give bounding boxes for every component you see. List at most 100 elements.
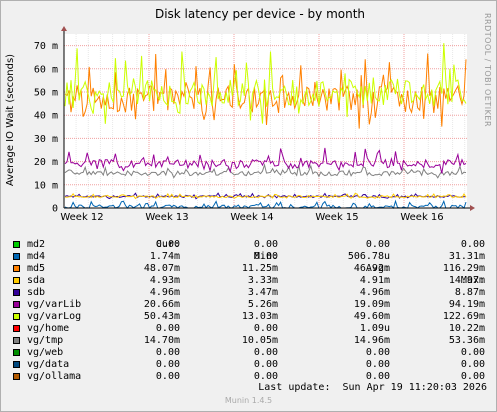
legend-max-value: 0.00 <box>460 359 485 370</box>
legend-avg-value: 0.00 <box>365 239 390 250</box>
legend-series-name: md2 <box>27 239 46 250</box>
legend-swatch <box>13 337 20 344</box>
legend-swatch <box>13 373 20 380</box>
legend-row: md2 0.00 0.00 0.00 0.00 <box>10 239 490 251</box>
legend-avg-value: 0.00 <box>365 371 390 382</box>
legend-min-value: 3.47m <box>247 287 278 298</box>
legend-series-name: vg/ollama <box>27 371 82 382</box>
legend-min-value: 0.00 <box>253 251 278 262</box>
legend-cur-value: 48.07m <box>143 263 180 274</box>
legend-cur-value: 0.00 <box>155 347 180 358</box>
series-line-vg-tmp <box>64 163 467 179</box>
legend-max-value: 0.00 <box>460 239 485 250</box>
legend-min-value: 3.33m <box>247 275 278 286</box>
legend-series-name: md5 <box>27 263 46 274</box>
x-tick-label: Week 15 <box>315 212 358 223</box>
legend-max-value: 116.29m <box>442 263 485 274</box>
legend-row: md4 1.74m 0.00 506.78u 31.31m <box>10 251 490 263</box>
legend-cur-value: 0.00 <box>155 239 180 250</box>
legend-swatch <box>13 253 20 260</box>
legend-max-value: 0.00 <box>460 347 485 358</box>
series-line-vg-varLog <box>64 43 467 124</box>
y-tick-label: 30 m <box>34 134 58 145</box>
legend-min-value: 5.26m <box>247 299 278 310</box>
legend-avg-value: 4.96m <box>359 287 390 298</box>
series-line-vg-varLib <box>64 147 467 174</box>
legend-avg-value: 506.78u <box>347 251 390 262</box>
legend-cur-value: 0.00 <box>155 371 180 382</box>
legend-min-value: 0.00 <box>253 371 278 382</box>
legend-max-value: 122.69m <box>442 311 485 322</box>
x-tick-label: Week 13 <box>145 212 188 223</box>
legend-min-value: 10.05m <box>241 335 278 346</box>
legend-series-name: sdb <box>27 287 46 298</box>
grid-lines <box>63 34 467 208</box>
legend-swatch <box>13 265 20 272</box>
legend-series-name: vg/web <box>27 347 64 358</box>
legend-series-name: vg/varLib <box>27 299 82 310</box>
axes <box>61 26 475 211</box>
series-line-sda <box>64 192 467 200</box>
legend-cur-value: 50.43m <box>143 311 180 322</box>
legend-max-value: 14.97m <box>448 275 485 286</box>
y-tick-label: 10 m <box>34 180 58 191</box>
legend-series-name: sda <box>27 275 46 286</box>
legend-max-value: 8.87m <box>454 287 485 298</box>
y-tick-label: 20 m <box>34 157 58 168</box>
legend-max-value: 0.00 <box>460 371 485 382</box>
legend-series-name: md4 <box>27 251 46 262</box>
munin-version: Munin 1.4.5 <box>224 396 273 405</box>
legend-header-cur: Cur: <box>155 239 180 250</box>
x-tick-label: Week 16 <box>400 212 443 223</box>
x-axis-ticks: Week 12 Week 13 Week 14 Week 15 Week 16 <box>60 212 443 223</box>
x-tick-label: Week 12 <box>60 212 103 223</box>
y-axis-ticks: 0 10 m 20 m 30 m 40 m 50 m 60 m 70 m <box>34 41 58 214</box>
legend-avg-value: 1.09u <box>359 323 390 334</box>
legend-swatch <box>13 241 20 248</box>
legend-avg-value: 0.00 <box>365 359 390 370</box>
legend-cur-value: 4.96m <box>149 287 180 298</box>
legend-header-avg: Avg: <box>365 263 390 274</box>
legend-row: vg/web 0.00 0.00 0.00 0.00 <box>10 347 490 359</box>
legend-cur-value: 4.93m <box>149 275 180 286</box>
y-tick-label: 60 m <box>34 64 58 75</box>
legend-max-value: 94.19m <box>448 299 485 310</box>
legend-min-value: 11.25m <box>241 263 278 274</box>
rrdtool-credit: RRDTOOL / TOBI OETIKER <box>483 13 492 127</box>
legend-avg-value: 14.96m <box>353 335 390 346</box>
legend-row: vg/varLog 50.43m 13.03m 49.60m 122.69m <box>10 311 490 323</box>
legend-row: sda 4.93m 3.33m 4.91m 14.97m <box>10 275 490 287</box>
legend-swatch <box>13 349 20 356</box>
x-axis-arrow <box>470 205 475 211</box>
y-axis-label: Average IO Wait (seconds) <box>5 54 16 186</box>
legend-cur-value: 0.00 <box>155 323 180 334</box>
chart-title: Disk latency per device - by month <box>155 7 365 21</box>
last-update: Last update: Sun Apr 19 11:20:03 2026 <box>258 382 487 393</box>
legend-series-name: vg/varLog <box>27 311 82 322</box>
y-tick-label: 70 m <box>34 41 58 52</box>
y-tick-label: 0 <box>52 204 58 215</box>
legend-header-max: Max: <box>460 275 485 286</box>
legend-min-value: 13.03m <box>241 311 278 322</box>
legend-row: vg/varLib 20.66m 5.26m 19.09m 94.19m <box>10 299 490 311</box>
legend-series-name: vg/data <box>27 359 70 370</box>
legend-swatch <box>13 301 20 308</box>
legend-swatch <box>13 313 20 320</box>
legend-min-value: 0.00 <box>253 239 278 250</box>
legend-series-name: vg/tmp <box>27 335 64 346</box>
legend-avg-value: 4.91m <box>359 275 390 286</box>
y-tick-label: 40 m <box>34 111 58 122</box>
legend-row: vg/home 0.00 0.00 1.09u 10.22m <box>10 323 490 335</box>
y-tick-label: 50 m <box>34 88 58 99</box>
legend-avg-value: 46.92m <box>353 263 390 274</box>
legend-swatch <box>13 289 20 296</box>
plot-area <box>64 34 467 208</box>
legend-row: sdb 4.96m 3.47m 4.96m 8.87m <box>10 287 490 299</box>
legend-swatch <box>13 361 20 368</box>
legend-rows: md2 0.00 0.00 0.00 0.00 md4 1.74m 0.00 506.78u 31… <box>10 239 490 383</box>
legend-cur-value: 1.74m <box>149 251 180 262</box>
legend-min-value: 0.00 <box>253 347 278 358</box>
legend-header: Cur: Min: Avg: Max: <box>10 227 490 286</box>
legend-min-value: 0.00 <box>253 323 278 334</box>
legend-avg-value: 49.60m <box>353 311 390 322</box>
